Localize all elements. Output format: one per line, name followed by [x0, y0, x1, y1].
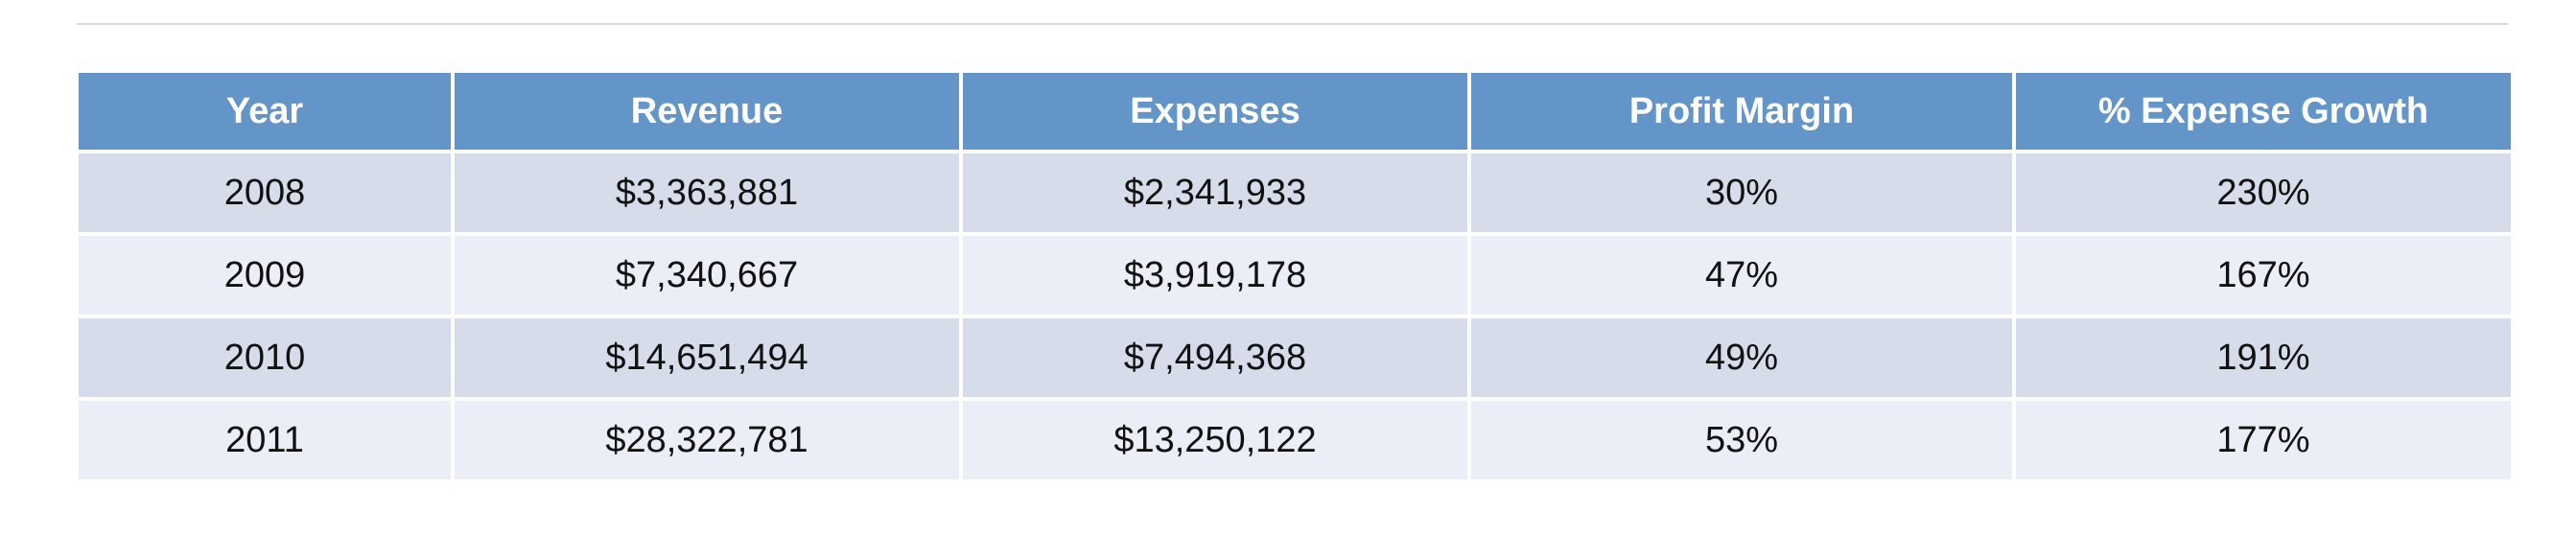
header-expenses: Expenses: [959, 69, 1471, 153]
table-row: 2008 $3,363,881 $2,341,933 30% 230%: [75, 150, 2515, 236]
cell-profit-margin: 47%: [1467, 232, 2016, 318]
top-divider: [77, 23, 2508, 25]
header-revenue: Revenue: [451, 69, 963, 153]
cell-expense-growth: 177%: [2012, 397, 2515, 483]
table-body: 2008 $3,363,881 $2,341,933 30% 230% 2009…: [75, 150, 2515, 483]
cell-expenses: $2,341,933: [959, 150, 1471, 236]
header-profit-margin: Profit Margin: [1467, 69, 2016, 153]
cell-revenue: $7,340,667: [451, 232, 963, 318]
cell-revenue: $28,322,781: [451, 397, 963, 483]
cell-year: 2010: [75, 315, 455, 401]
cell-expenses: $13,250,122: [959, 397, 1471, 483]
cell-expense-growth: 191%: [2012, 315, 2515, 401]
cell-revenue: $3,363,881: [451, 150, 963, 236]
cell-expense-growth: 230%: [2012, 150, 2515, 236]
cell-profit-margin: 30%: [1467, 150, 2016, 236]
header-row: Year Revenue Expenses Profit Margin % Ex…: [75, 69, 2515, 153]
cell-expenses: $3,919,178: [959, 232, 1471, 318]
cell-revenue: $14,651,494: [451, 315, 963, 401]
cell-year: 2009: [75, 232, 455, 318]
cell-year: 2008: [75, 150, 455, 236]
cell-year: 2011: [75, 397, 455, 483]
header-year: Year: [75, 69, 455, 153]
cell-profit-margin: 49%: [1467, 315, 2016, 401]
cell-profit-margin: 53%: [1467, 397, 2016, 483]
cell-expenses: $7,494,368: [959, 315, 1471, 401]
table-row: 2010 $14,651,494 $7,494,368 49% 191%: [75, 315, 2515, 401]
table-row: 2009 $7,340,667 $3,919,178 47% 167%: [75, 232, 2515, 318]
cell-expense-growth: 167%: [2012, 232, 2515, 318]
header-expense-growth: % Expense Growth: [2012, 69, 2515, 153]
table-header: Year Revenue Expenses Profit Margin % Ex…: [75, 69, 2515, 153]
table-row: 2011 $28,322,781 $13,250,122 53% 177%: [75, 397, 2515, 483]
financial-table: Year Revenue Expenses Profit Margin % Ex…: [75, 69, 2515, 483]
